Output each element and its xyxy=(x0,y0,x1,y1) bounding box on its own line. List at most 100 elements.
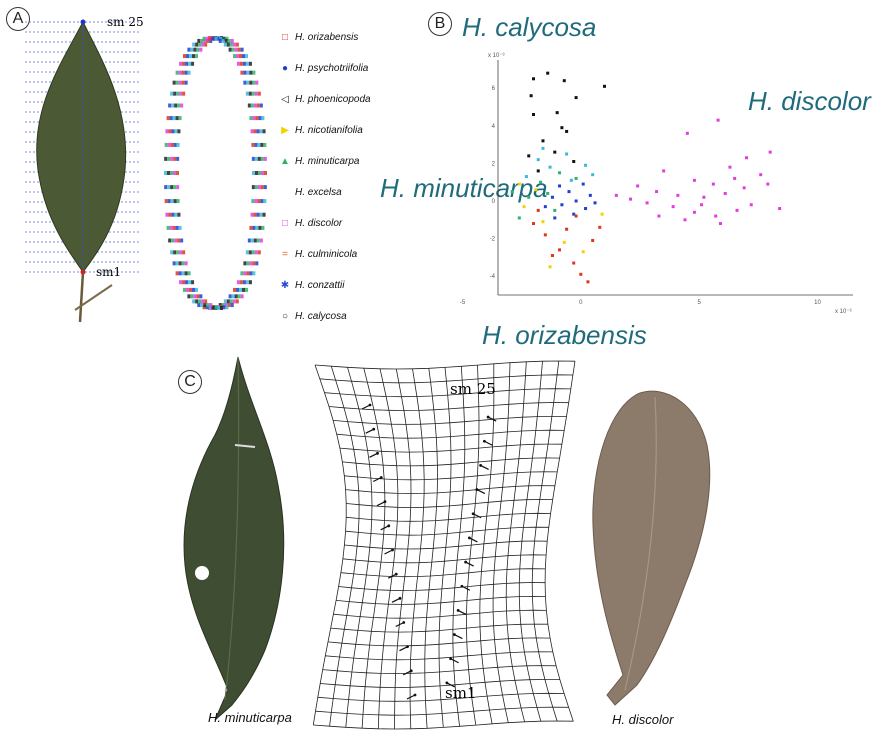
scatter-point xyxy=(572,212,576,216)
y-tick-label: 4 xyxy=(492,124,496,130)
scatter-point xyxy=(562,79,566,83)
scatter-point xyxy=(527,195,531,199)
scatter-point xyxy=(733,176,737,180)
scatter-point xyxy=(614,193,618,197)
scatter-point xyxy=(541,139,545,143)
scatter-point xyxy=(591,173,595,177)
legend-marker: ● xyxy=(281,63,289,74)
scatter-point xyxy=(581,250,585,254)
label-h-discolor: H. discolor xyxy=(748,86,871,116)
legend-item: ▶ H. nicotianifolia xyxy=(280,115,400,146)
x-exponent-label: x 10⁻³ xyxy=(835,309,852,315)
y-tick-label: -2 xyxy=(490,237,496,243)
scatter-point xyxy=(569,178,573,182)
legend-item: H. excelsa xyxy=(280,177,400,208)
legend-item: ✱ H. conzattii xyxy=(280,270,400,301)
panel-a-leaf-landmarks xyxy=(25,19,140,323)
legend-item: □ H. orizabensis xyxy=(280,22,400,53)
scatter-point xyxy=(692,210,696,214)
caption-h-discolor: H. discolor xyxy=(612,712,674,727)
scatter-point xyxy=(532,113,535,117)
scatter-point xyxy=(572,261,576,265)
scatter-point xyxy=(584,163,588,167)
thin-plate-spline-grid xyxy=(312,360,576,730)
legend-label: H. discolor xyxy=(295,218,343,229)
scatter-point xyxy=(558,248,562,252)
scatter-point xyxy=(543,205,547,209)
scatter-point xyxy=(562,240,566,244)
label-h-calycosa: H. calycosa xyxy=(462,12,597,42)
scatter-point xyxy=(598,225,602,229)
scatter-point xyxy=(723,191,727,195)
y-exponent-label: x 10⁻³ xyxy=(488,53,505,59)
legend-label: H. conzattii xyxy=(295,280,345,291)
scatter-point xyxy=(728,165,732,169)
scatter-point xyxy=(714,214,718,218)
legend-label: H. excelsa xyxy=(295,187,342,198)
scatter-point xyxy=(546,71,550,75)
panel-c-letter: C xyxy=(178,370,202,394)
scatter-point xyxy=(574,199,578,203)
leaf-a-twig xyxy=(74,284,113,311)
legend-marker: □ xyxy=(281,32,289,43)
legend-label: H. culminicola xyxy=(295,249,358,260)
y-tick-label: 6 xyxy=(492,86,496,92)
leaf-minuticarpa-photo xyxy=(183,356,285,721)
scatter-point xyxy=(718,222,722,226)
grid-landmark-sm25-label: sm 25 xyxy=(450,380,496,398)
scatter-point xyxy=(529,94,533,98)
legend-label: H. orizabensis xyxy=(295,32,359,43)
scatter-point xyxy=(546,191,550,195)
scatter-point xyxy=(711,182,715,186)
legend-label: H. calycosa xyxy=(295,311,347,322)
scatter-point xyxy=(555,111,559,115)
scatter-point xyxy=(510,190,514,194)
scatter-point xyxy=(683,218,687,222)
x-tick-label: 10 xyxy=(814,300,821,306)
legend-marker: □ xyxy=(281,218,289,229)
scatter-point xyxy=(603,84,606,88)
scatter-point xyxy=(524,175,528,179)
scatter-point xyxy=(527,154,531,158)
scatter-point xyxy=(657,214,661,218)
legend-label: H. nicotianifolia xyxy=(295,125,363,136)
scatter-point xyxy=(716,118,720,122)
pca-scatter-plot: -5 0 5 10 6 4 2 0 -2 -4 xyxy=(460,60,853,306)
legend-label: H. phoenicopoda xyxy=(295,94,371,105)
species-legend: □ H. orizabensis ● H. psychotriifolia ◁ H. ph… xyxy=(280,22,400,332)
scatter-point xyxy=(550,195,554,199)
scatter-point xyxy=(572,160,576,164)
scatter-point xyxy=(541,220,545,224)
legend-item: □ H. discolor xyxy=(280,208,400,239)
scatter-point xyxy=(671,205,675,209)
panel-b-letter: B xyxy=(428,12,452,36)
label-h-orizabensis: H. orizabensis xyxy=(482,320,647,350)
scatter-point xyxy=(522,205,526,209)
x-tick-label: 5 xyxy=(697,300,701,306)
scatter-point xyxy=(536,169,540,173)
leaf-a-blade xyxy=(36,20,127,273)
scatter-point xyxy=(553,216,557,220)
y-tick-label: -4 xyxy=(490,274,496,280)
scatter-point xyxy=(702,195,706,199)
x-tick-label: -5 xyxy=(460,300,466,306)
scatter-point xyxy=(574,96,578,100)
legend-label: H. psychotriifolia xyxy=(295,63,369,74)
scatter-point xyxy=(560,126,564,130)
scatter-point xyxy=(591,238,595,242)
legend-item: ● H. psychotriifolia xyxy=(280,53,400,84)
scatter-point xyxy=(584,207,588,211)
scatter-point xyxy=(536,208,540,212)
scatter-point xyxy=(534,188,538,192)
legend-marker: ▲ xyxy=(280,156,290,167)
landmark-sm25-label: sm 25 xyxy=(107,15,144,29)
scatter-point xyxy=(560,203,564,207)
scatter-point xyxy=(536,158,540,162)
scatter-point xyxy=(548,265,552,269)
scatter-point xyxy=(778,207,782,211)
legend-item: = H. culminicola xyxy=(280,239,400,270)
legend-marker: = xyxy=(282,249,288,260)
procrustes-superimposition xyxy=(164,36,267,310)
leaf-a-petiole xyxy=(78,271,85,323)
scatter-point xyxy=(574,214,578,218)
